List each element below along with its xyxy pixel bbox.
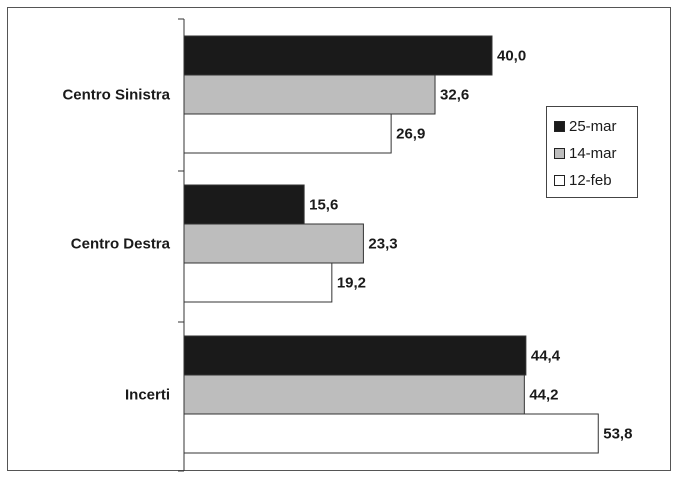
data-label: 44,2 — [529, 387, 558, 404]
data-label: 26,9 — [396, 126, 425, 143]
legend-label-14-mar: 14-mar — [569, 144, 617, 162]
bar — [183, 184, 305, 225]
data-label: 32,6 — [440, 87, 469, 104]
data-label: 44,4 — [531, 348, 561, 365]
bar — [183, 223, 364, 264]
bar — [183, 35, 493, 76]
category-label: Incerti — [125, 387, 170, 404]
legend-label-25-mar: 25-mar — [569, 117, 617, 135]
legend-item-25-mar: 25-mar — [554, 116, 617, 136]
data-label: 40,0 — [497, 48, 526, 65]
bar — [183, 335, 527, 376]
category-label: Centro Sinistra — [62, 87, 170, 104]
bar — [183, 262, 333, 303]
data-label: 23,3 — [368, 236, 397, 253]
legend-swatch-25-mar — [554, 120, 565, 132]
legend-swatch-12-feb — [554, 174, 565, 186]
bar — [183, 113, 392, 154]
category-label: Centro Destra — [71, 236, 171, 253]
legend-item-12-feb: 12-feb — [554, 170, 612, 190]
data-label: 15,6 — [309, 197, 338, 214]
bar — [183, 413, 599, 454]
data-label: 19,2 — [337, 275, 366, 292]
data-label: 53,8 — [603, 426, 632, 443]
legend: 25-mar 14-mar 12-feb — [546, 106, 638, 198]
bar — [183, 74, 436, 115]
legend-item-14-mar: 14-mar — [554, 143, 617, 163]
legend-swatch-14-mar — [554, 147, 565, 159]
bar — [183, 374, 525, 415]
legend-label-12-feb: 12-feb — [569, 171, 612, 189]
